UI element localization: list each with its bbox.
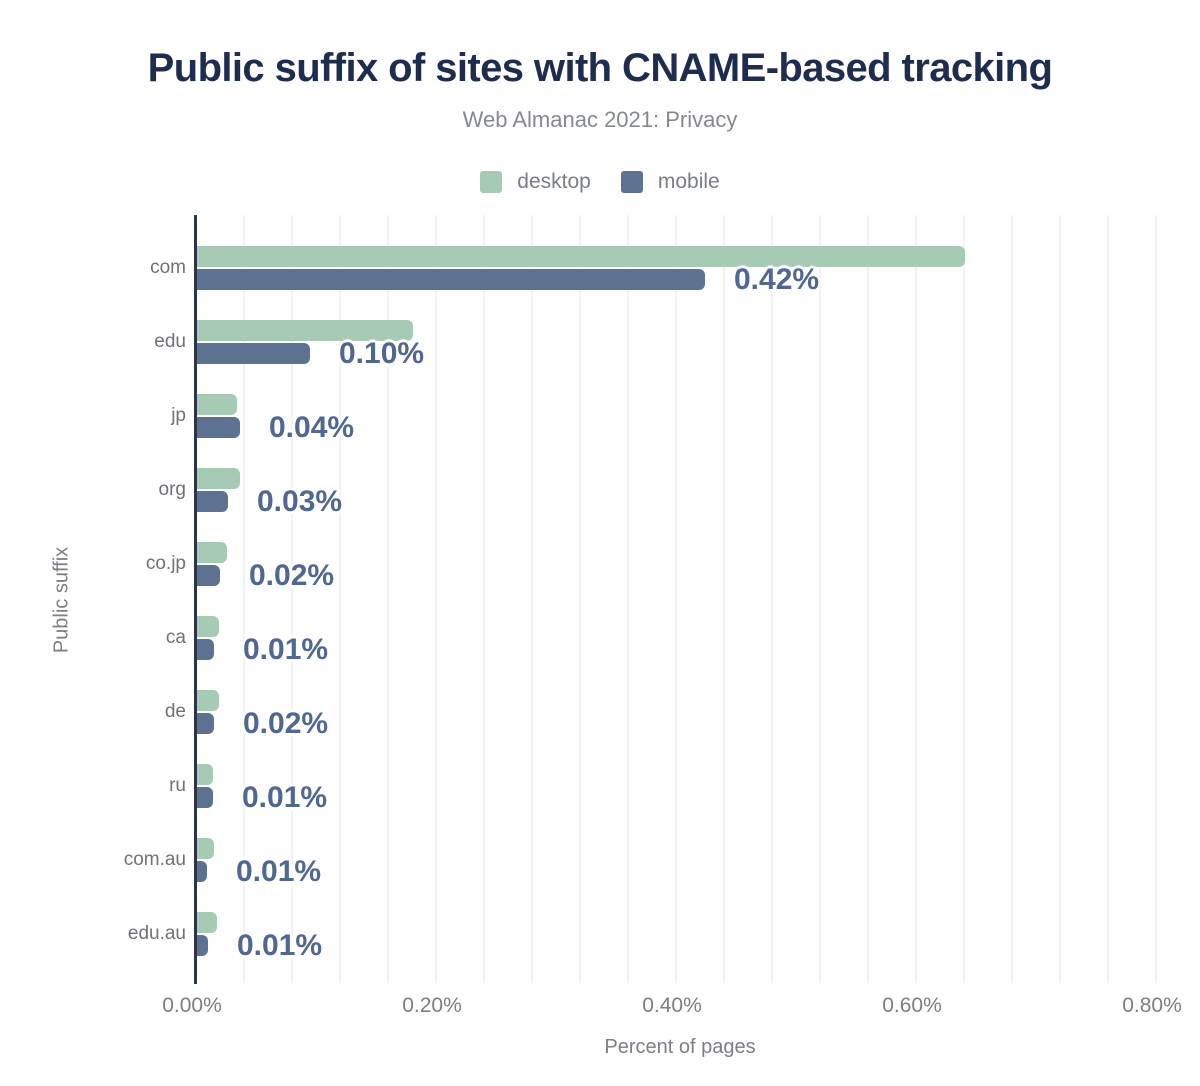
data-label-org: 0.03% bbox=[257, 485, 343, 518]
bar-mobile-de bbox=[197, 713, 214, 734]
data-label-edu: 0.10% bbox=[339, 337, 425, 370]
legend-label-desktop: desktop bbox=[517, 170, 591, 193]
bar-desktop-ca bbox=[197, 616, 219, 637]
category-label-jp: jp bbox=[171, 405, 186, 426]
gridline bbox=[1155, 215, 1157, 983]
x-tick-0.40%: 0.40% bbox=[642, 994, 702, 1017]
gridline bbox=[243, 215, 245, 983]
bar-mobile-ca bbox=[197, 639, 214, 660]
gridline bbox=[963, 215, 965, 983]
x-tick-0.80%: 0.80% bbox=[1122, 994, 1182, 1017]
chart-subtitle: Web Almanac 2021: Privacy bbox=[462, 107, 738, 132]
data-label-com.au: 0.01% bbox=[236, 855, 322, 888]
gridline bbox=[723, 215, 725, 983]
bar-mobile-com bbox=[197, 269, 705, 290]
bar-desktop-jp bbox=[197, 394, 237, 415]
data-label-jp: 0.04% bbox=[269, 411, 355, 444]
data-label-com: 0.42% bbox=[734, 263, 820, 296]
legend-item-desktop: desktop bbox=[480, 170, 591, 194]
x-tick-0.00%: 0.00% bbox=[162, 994, 222, 1017]
bar-desktop-com.au bbox=[197, 838, 214, 859]
data-label-co.jp: 0.02% bbox=[249, 559, 335, 592]
legend-label-mobile: mobile bbox=[657, 170, 720, 193]
gridline bbox=[339, 215, 341, 983]
data-label-edu.au: 0.01% bbox=[237, 929, 323, 962]
bar-desktop-edu.au bbox=[197, 912, 217, 933]
gridline bbox=[915, 215, 917, 983]
mobile-swatch-icon bbox=[620, 171, 643, 193]
category-label-co.jp: co.jp bbox=[145, 553, 186, 574]
gridline bbox=[675, 215, 677, 983]
desktop-swatch-icon bbox=[480, 171, 503, 193]
data-label-de: 0.02% bbox=[243, 707, 329, 740]
category-label-com.au: com.au bbox=[123, 849, 186, 870]
data-label-ru: 0.01% bbox=[242, 781, 328, 814]
legend-item-mobile: mobile bbox=[620, 170, 720, 194]
category-label-com: com bbox=[150, 257, 186, 278]
gridline bbox=[291, 215, 293, 983]
gridline bbox=[771, 215, 773, 983]
gridline bbox=[1011, 215, 1013, 983]
legend: desktop mobile bbox=[0, 170, 1200, 194]
gridline bbox=[435, 215, 437, 983]
category-label-edu: edu bbox=[154, 331, 186, 352]
x-tick-0.60%: 0.60% bbox=[882, 994, 942, 1017]
bar-mobile-jp bbox=[197, 417, 240, 438]
gridline bbox=[1107, 215, 1109, 983]
gridline bbox=[1059, 215, 1061, 983]
y-axis-line bbox=[194, 215, 197, 984]
gridline bbox=[531, 215, 533, 983]
x-axis-title: Percent of pages bbox=[604, 1036, 756, 1058]
gridline bbox=[627, 215, 629, 983]
category-label-de: de bbox=[164, 701, 186, 722]
bar-mobile-org bbox=[197, 491, 228, 512]
category-label-ru: ru bbox=[169, 775, 186, 796]
chart-title: Public suffix of sites with CNAME-based … bbox=[147, 46, 1053, 90]
gridline bbox=[867, 215, 869, 983]
x-tick-0.20%: 0.20% bbox=[402, 994, 462, 1017]
y-axis-title: Public suffix bbox=[50, 546, 73, 654]
bar-mobile-edu.au bbox=[197, 935, 208, 956]
gridline bbox=[483, 215, 485, 983]
bar-mobile-edu bbox=[197, 343, 310, 364]
bar-desktop-org bbox=[197, 468, 240, 489]
gridline bbox=[819, 215, 821, 983]
gridline bbox=[579, 215, 581, 983]
category-label-edu.au: edu.au bbox=[127, 923, 186, 944]
bar-mobile-com.au bbox=[197, 861, 207, 882]
bar-desktop-co.jp bbox=[197, 542, 227, 563]
bar-desktop-ru bbox=[197, 764, 213, 785]
bar-mobile-ru bbox=[197, 787, 213, 808]
data-label-ca: 0.01% bbox=[243, 633, 329, 666]
bar-desktop-com bbox=[197, 246, 965, 267]
category-label-org: org bbox=[158, 479, 186, 500]
bar-desktop-de bbox=[197, 690, 219, 711]
gridline bbox=[387, 215, 389, 983]
bar-desktop-edu bbox=[197, 320, 413, 341]
category-label-ca: ca bbox=[165, 627, 186, 648]
bar-mobile-co.jp bbox=[197, 565, 220, 586]
